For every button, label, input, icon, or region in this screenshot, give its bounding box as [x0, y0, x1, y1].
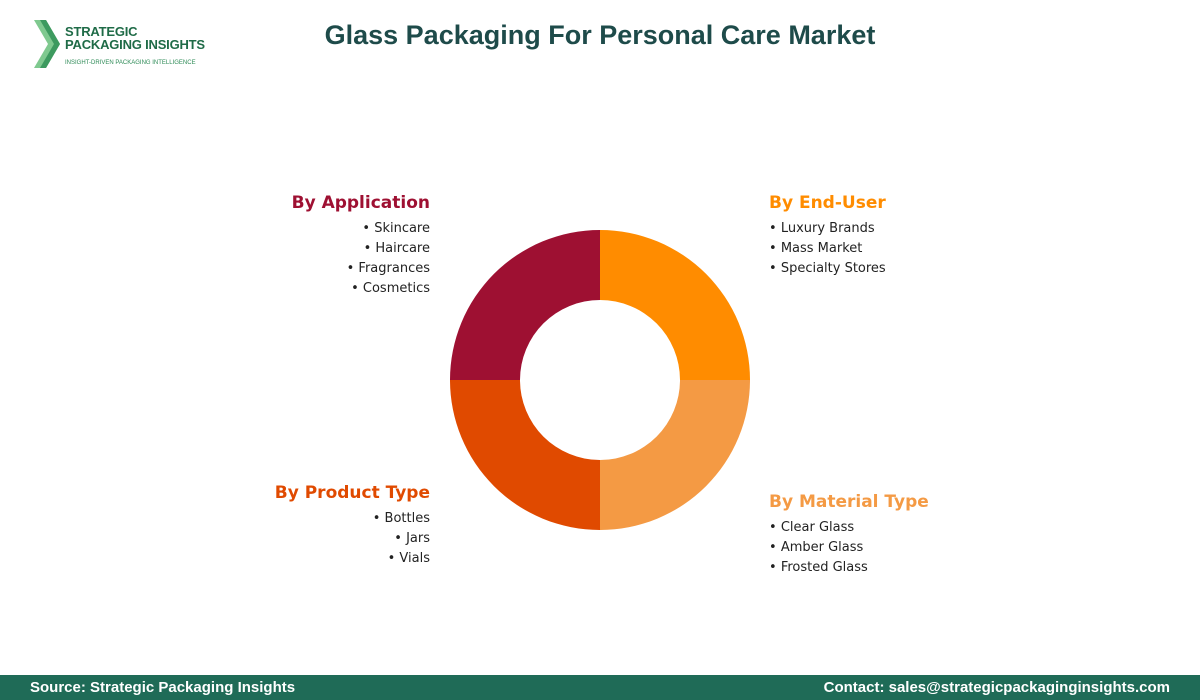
donut-slice-by-product-type [450, 380, 600, 530]
donut-slice-by-end-user [600, 230, 750, 380]
segment-product-type: By Product Type Bottles Jars Vials [275, 483, 430, 569]
segment-item: Clear Glass [769, 518, 929, 538]
donut-chart [450, 230, 750, 530]
segment-item: Haircare [292, 239, 430, 259]
footer-source: Source: Strategic Packaging Insights [30, 679, 296, 696]
footer-bar: Source: Strategic Packaging Insights Con… [0, 675, 1200, 700]
segment-application: By Application Skincare Haircare Fragran… [292, 193, 430, 299]
logo-tagline: INSIGHT-DRIVEN PACKAGING INTELLIGENCE [65, 60, 196, 66]
logo: STRATEGIC PACKAGING INSIGHTS INSIGHT-DRI… [30, 18, 205, 74]
segment-item: Mass Market [769, 239, 886, 259]
logo-text-line2: PACKAGING INSIGHTS [65, 37, 205, 52]
segment-item: Jars [275, 529, 430, 549]
segment-heading-application: By Application [291, 193, 430, 213]
segment-heading-material-type: By Material Type [769, 492, 929, 512]
donut-slice-by-material-type [600, 380, 750, 530]
segment-item: Cosmetics [292, 279, 430, 299]
segment-item: Amber Glass [769, 538, 929, 558]
logo-chevron-icon [34, 20, 60, 68]
segment-material-type: By Material Type Clear Glass Amber Glass… [769, 492, 929, 578]
segment-item: Frosted Glass [769, 558, 929, 578]
footer-contact[interactable]: Contact: sales@strategicpackaginginsight… [823, 679, 1170, 696]
segment-item: Bottles [275, 509, 430, 529]
logo-text-line1: STRATEGIC [65, 24, 138, 39]
page-title: Glass Packaging For Personal Care Market [324, 20, 876, 50]
donut-slice-by-application [450, 230, 600, 380]
segment-heading-product-type: By Product Type [274, 483, 430, 503]
segment-item: Skincare [292, 219, 430, 239]
segment-end-user: By End-User Luxury Brands Mass Market Sp… [769, 193, 886, 279]
segment-item: Specialty Stores [769, 259, 886, 279]
segment-item: Fragrances [292, 259, 430, 279]
segment-item: Vials [275, 549, 430, 569]
segment-item: Luxury Brands [769, 219, 886, 239]
segment-heading-end-user: By End-User [769, 193, 886, 213]
